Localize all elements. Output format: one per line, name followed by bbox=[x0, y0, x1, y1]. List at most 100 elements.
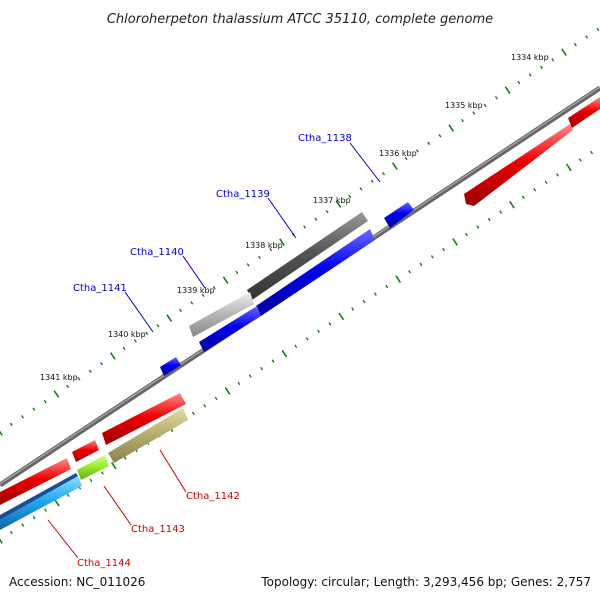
tick-label-1336: 1336 kbp bbox=[379, 149, 417, 158]
outer-tick-ring bbox=[0, 27, 600, 436]
gene-labels: Ctha_1138 Ctha_1139 Ctha_1140 Ctha_1141 … bbox=[73, 133, 352, 569]
minor-tick bbox=[156, 323, 160, 328]
minor-tick bbox=[21, 523, 25, 527]
minor-tick bbox=[77, 377, 81, 381]
minor-tick bbox=[214, 396, 218, 401]
minor-tick bbox=[44, 508, 47, 512]
leader-ctha-1139 bbox=[267, 197, 297, 239]
label-leaders bbox=[47, 142, 381, 559]
minor-tick bbox=[555, 173, 559, 177]
minor-tick bbox=[430, 255, 434, 259]
minor-tick bbox=[472, 111, 476, 115]
cds-blue-long[interactable] bbox=[256, 229, 375, 316]
minor-tick bbox=[487, 217, 491, 222]
minor-tick bbox=[212, 285, 216, 290]
cds-ctha-1141[interactable] bbox=[160, 357, 181, 376]
major-tick bbox=[281, 349, 288, 358]
minor-tick bbox=[573, 42, 577, 47]
gene-label-ctha-1142[interactable]: Ctha_1142 bbox=[186, 491, 240, 502]
cds-cyan-edge[interactable] bbox=[0, 473, 78, 520]
cds-ctha-1143[interactable] bbox=[77, 455, 109, 480]
minor-tick bbox=[415, 149, 419, 153]
cds-ctha-1142[interactable] bbox=[108, 408, 188, 463]
minor-tick bbox=[427, 141, 431, 146]
minor-tick bbox=[314, 217, 318, 222]
cds-ctha-1144[interactable] bbox=[0, 476, 82, 530]
minor-tick bbox=[32, 515, 36, 520]
minor-tick bbox=[43, 399, 47, 404]
minor-tick bbox=[123, 456, 127, 460]
minor-tick bbox=[540, 65, 543, 70]
gene-label-ctha-1141[interactable]: Ctha_1141 bbox=[73, 283, 127, 294]
major-tick bbox=[561, 48, 567, 56]
tick-labels: 1334 kbp 1335 kbp 1336 kbp 1337 kbp 1338… bbox=[40, 53, 549, 382]
minor-tick bbox=[404, 156, 408, 161]
minor-tick bbox=[294, 344, 298, 348]
minor-tick bbox=[578, 158, 582, 162]
minor-tick bbox=[88, 369, 92, 373]
minor-tick bbox=[373, 292, 377, 296]
major-tick bbox=[335, 200, 342, 208]
minor-tick bbox=[362, 299, 366, 304]
minor-tick bbox=[461, 118, 464, 123]
minor-tick bbox=[382, 172, 386, 176]
major-tick bbox=[110, 461, 117, 470]
major-tick bbox=[452, 238, 458, 246]
accession-text: Accession: NC_011026 bbox=[9, 575, 145, 589]
minor-tick bbox=[442, 247, 446, 252]
minor-tick bbox=[464, 232, 468, 237]
leader-ctha-1141 bbox=[124, 291, 154, 333]
gene-label-ctha-1144[interactable]: Ctha_1144 bbox=[77, 558, 131, 569]
minor-tick bbox=[246, 263, 250, 267]
cds-red-2[interactable] bbox=[568, 97, 600, 128]
minor-tick bbox=[269, 247, 273, 252]
map-title: Chloroherpeton thalassium ATCC 35110, co… bbox=[107, 12, 493, 27]
minor-tick bbox=[385, 284, 389, 289]
cds-ctha-1138[interactable] bbox=[384, 202, 414, 228]
tick-label-1341: 1341 kbp bbox=[40, 373, 78, 382]
minor-tick bbox=[257, 255, 261, 260]
minor-tick bbox=[190, 301, 194, 305]
minor-tick bbox=[438, 134, 442, 138]
leader-ctha-1142 bbox=[159, 449, 187, 493]
minor-tick bbox=[9, 422, 13, 427]
minor-tick bbox=[325, 210, 329, 214]
minor-tick bbox=[21, 415, 25, 419]
major-tick bbox=[448, 124, 455, 132]
minor-tick bbox=[328, 322, 332, 326]
major-tick bbox=[53, 390, 60, 398]
tick-label-1335: 1335 kbp bbox=[445, 101, 483, 110]
major-tick bbox=[222, 276, 229, 284]
cds-ctha-1140[interactable] bbox=[189, 292, 254, 337]
tick-label-1337: 1337 kbp bbox=[313, 196, 351, 205]
minor-tick bbox=[517, 80, 521, 85]
cds-red-3[interactable] bbox=[102, 393, 186, 445]
gene-label-ctha-1138[interactable]: Ctha_1138 bbox=[298, 133, 352, 144]
minor-tick bbox=[89, 478, 93, 483]
forward-strand-features bbox=[160, 97, 600, 376]
cds-blue-2[interactable] bbox=[199, 306, 261, 352]
minor-tick bbox=[305, 337, 309, 341]
cds-red-5[interactable] bbox=[0, 458, 71, 505]
minor-tick bbox=[494, 96, 498, 100]
leader-ctha-1144 bbox=[47, 519, 79, 559]
cds-red-1[interactable] bbox=[464, 124, 573, 206]
inner-tick-ring bbox=[0, 150, 594, 544]
gene-label-ctha-1139[interactable]: Ctha_1139 bbox=[216, 189, 270, 200]
gene-label-ctha-1143[interactable]: Ctha_1143 bbox=[131, 524, 185, 535]
cds-ctha-1139[interactable] bbox=[247, 212, 368, 300]
gene-label-ctha-1140[interactable]: Ctha_1140 bbox=[130, 247, 184, 258]
major-tick bbox=[395, 275, 402, 283]
major-tick bbox=[565, 163, 572, 172]
major-tick bbox=[54, 498, 60, 507]
leader-ctha-1143 bbox=[103, 485, 132, 526]
minor-tick bbox=[237, 381, 241, 386]
cds-red-4[interactable] bbox=[72, 440, 99, 462]
minor-tick bbox=[348, 194, 352, 199]
major-tick bbox=[279, 238, 285, 246]
leader-ctha-1138 bbox=[349, 142, 381, 183]
minor-tick bbox=[100, 471, 104, 475]
topology-text: Topology: circular; Length: 3,293,456 bp… bbox=[260, 575, 591, 589]
minor-tick bbox=[351, 307, 355, 311]
minor-tick bbox=[303, 225, 307, 229]
